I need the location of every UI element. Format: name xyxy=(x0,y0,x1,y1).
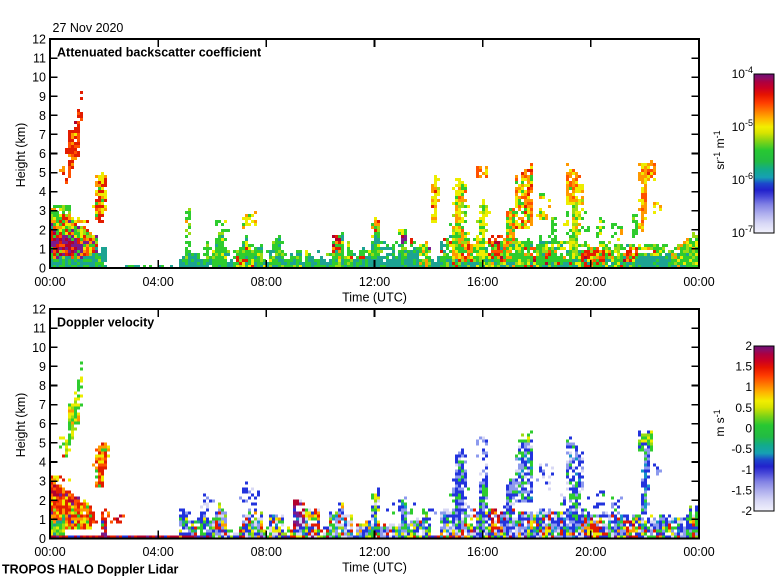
svg-text:00:00: 00:00 xyxy=(34,275,65,289)
svg-text:1: 1 xyxy=(745,380,752,394)
svg-text:Attenuated backscatter coeffic: Attenuated backscatter coefficient xyxy=(57,46,262,60)
svg-text:TROPOS HALO Doppler Lidar: TROPOS HALO Doppler Lidar xyxy=(2,563,179,577)
svg-text:11: 11 xyxy=(33,52,46,66)
svg-text:Height (km): Height (km) xyxy=(14,123,28,188)
svg-text:11: 11 xyxy=(33,322,46,336)
svg-text:-0.5: -0.5 xyxy=(731,442,752,456)
svg-text:Time (UTC): Time (UTC) xyxy=(342,561,407,575)
svg-text:00:00: 00:00 xyxy=(683,545,714,559)
svg-text:27 Nov 2020: 27 Nov 2020 xyxy=(53,21,124,35)
svg-text:12:00: 12:00 xyxy=(359,545,390,559)
svg-text:4: 4 xyxy=(39,456,46,470)
svg-text:2: 2 xyxy=(745,339,752,353)
svg-text:04:00: 04:00 xyxy=(143,275,174,289)
svg-text:sr-1 m-1: sr-1 m-1 xyxy=(712,130,727,169)
svg-text:12: 12 xyxy=(32,303,46,317)
svg-text:20:00: 20:00 xyxy=(575,545,606,559)
svg-text:04:00: 04:00 xyxy=(143,545,174,559)
svg-text:10-7: 10-7 xyxy=(732,224,753,240)
svg-text:2: 2 xyxy=(39,494,46,508)
svg-text:Doppler velocity: Doppler velocity xyxy=(57,316,154,330)
svg-text:10-4: 10-4 xyxy=(732,65,753,81)
svg-text:Time (UTC): Time (UTC) xyxy=(342,291,407,305)
svg-text:1: 1 xyxy=(39,513,46,527)
svg-text:0: 0 xyxy=(745,422,752,436)
svg-text:Height (km): Height (km) xyxy=(14,393,28,458)
svg-text:8: 8 xyxy=(39,379,46,393)
svg-text:0: 0 xyxy=(39,532,46,546)
svg-text:9: 9 xyxy=(39,90,46,104)
svg-text:7: 7 xyxy=(39,128,46,142)
svg-text:-1.5: -1.5 xyxy=(731,483,752,497)
svg-text:5: 5 xyxy=(39,166,46,180)
svg-text:16:00: 16:00 xyxy=(467,275,498,289)
svg-text:12: 12 xyxy=(32,33,46,47)
svg-text:0: 0 xyxy=(39,262,46,276)
svg-text:-1: -1 xyxy=(741,463,752,477)
svg-text:1.5: 1.5 xyxy=(735,360,752,374)
svg-text:8: 8 xyxy=(39,109,46,123)
svg-text:2: 2 xyxy=(39,223,46,237)
svg-text:20:00: 20:00 xyxy=(575,275,606,289)
svg-text:5: 5 xyxy=(39,436,46,450)
svg-text:00:00: 00:00 xyxy=(34,545,65,559)
svg-text:3: 3 xyxy=(39,204,46,218)
svg-text:1: 1 xyxy=(39,242,46,256)
svg-text:08:00: 08:00 xyxy=(251,275,282,289)
svg-text:10: 10 xyxy=(32,71,46,85)
svg-text:3: 3 xyxy=(39,475,46,489)
svg-text:6: 6 xyxy=(39,417,46,431)
svg-text:m s-1: m s-1 xyxy=(712,409,727,436)
svg-text:12:00: 12:00 xyxy=(359,275,390,289)
svg-text:0.5: 0.5 xyxy=(735,401,752,415)
svg-text:6: 6 xyxy=(39,147,46,161)
svg-text:16:00: 16:00 xyxy=(467,545,498,559)
svg-text:10: 10 xyxy=(32,341,46,355)
svg-text:7: 7 xyxy=(39,398,46,412)
svg-text:10-6: 10-6 xyxy=(732,171,753,187)
svg-text:00:00: 00:00 xyxy=(683,275,714,289)
svg-text:10-5: 10-5 xyxy=(732,118,753,134)
svg-text:4: 4 xyxy=(39,185,46,199)
svg-text:-2: -2 xyxy=(741,504,752,518)
svg-text:08:00: 08:00 xyxy=(251,545,282,559)
svg-text:9: 9 xyxy=(39,360,46,374)
